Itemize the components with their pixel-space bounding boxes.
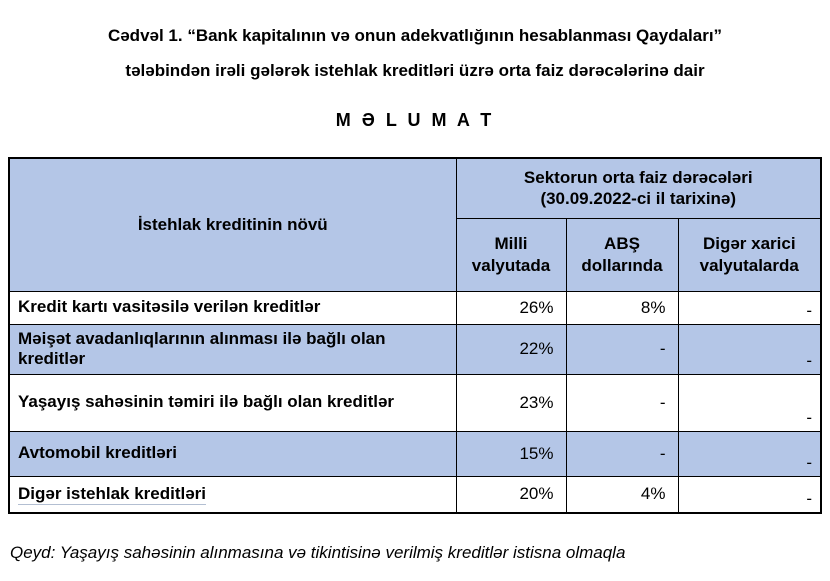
rate-other: - (677, 430, 822, 477)
table-row: Avtomobil kreditləri 15% - - (8, 430, 822, 477)
rate-usd: 4% (565, 475, 679, 514)
table-row: Yaşayış sahəsinin təmiri ilə bağlı olan … (8, 373, 822, 432)
rate-usd: - (565, 323, 679, 375)
document-title-line-1: Cədvəl 1. “Bank kapitalının və onun adek… (107, 26, 723, 45)
rate-national: 22% (455, 323, 567, 375)
row-label: Avtomobil kreditləri (8, 430, 457, 477)
row-label: Kredit kartı vasitəsilə verilən kreditlə… (8, 290, 457, 325)
rate-national: 15% (455, 430, 567, 477)
document-heading-melumat: M Ə L U M A T (335, 110, 495, 130)
rate-usd: - (565, 373, 679, 432)
footnote: Qeyd: Yaşayış sahəsinin alınmasına və ti… (10, 543, 626, 562)
document-title-line-2: tələbindən irəli gələrək istehlak kredit… (125, 61, 705, 80)
table-row: Kredit kartı vasitəsilə verilən kreditlə… (8, 290, 822, 325)
rate-usd: 8% (565, 290, 679, 325)
table-row: Məişət avadanlıqlarının alınması ilə bağ… (8, 323, 822, 375)
rate-other: - (677, 373, 822, 432)
group-header-line-2: (30.09.2022-ci il tarixinə) (540, 189, 737, 209)
table-header-row-group: İstehlak kreditinin növü Sektorun orta f… (8, 157, 822, 292)
rate-national: 23% (455, 373, 567, 432)
rate-other: - (677, 475, 822, 514)
column-header-usd: ABŞ dollarında (565, 217, 679, 292)
rate-other: - (677, 323, 822, 375)
group-header-line-1: Sektorun orta faiz dərəcələri (523, 168, 753, 187)
column-header-sector-rates-group: Sektorun orta faiz dərəcələri (30.09.202… (455, 157, 822, 219)
rate-usd: - (565, 430, 679, 477)
interest-rates-table: İstehlak kreditinin növü Sektorun orta f… (8, 157, 822, 514)
rate-national: 26% (455, 290, 567, 325)
column-header-credit-type: İstehlak kreditinin növü (8, 157, 457, 292)
rate-national: 20% (455, 475, 567, 514)
column-header-national-currency: Milli valyutada (455, 217, 567, 292)
row-label: Digər istehlak kreditləri (8, 475, 457, 514)
row-label: Yaşayış sahəsinin təmiri ilə bağlı olan … (8, 373, 457, 432)
row-label-underlined-text: Digər istehlak kreditləri (18, 484, 207, 506)
table-header-row-currencies: Milli valyutada ABŞ dollarında Digər xar… (9, 217, 822, 292)
row-label: Məişət avadanlıqlarının alınması ilə bağ… (8, 323, 457, 375)
rate-other: - (677, 290, 822, 325)
column-header-other-currencies: Digər xarici valyutalarda (677, 217, 822, 292)
table-row: Digər istehlak kreditləri 20% 4% - (8, 475, 822, 514)
